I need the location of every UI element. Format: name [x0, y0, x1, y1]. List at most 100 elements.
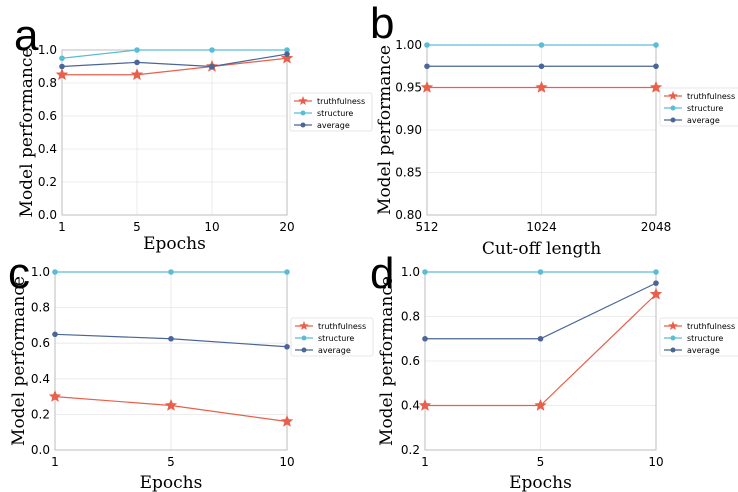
data-point-truthfulness [55, 68, 69, 81]
legend-box [289, 92, 373, 132]
legend: truthfulness structure average [659, 87, 738, 127]
y-tick-label: 0.90 [395, 123, 422, 137]
y-axis-label: Model performance [17, 48, 37, 218]
data-point-structure [537, 269, 544, 275]
x-tick-label: 20 [279, 220, 294, 234]
y-tick-label: 0.8 [401, 310, 420, 324]
x-axis-label: Epochs [509, 473, 572, 492]
data-point-truthfulness [649, 80, 663, 93]
x-tick-label: 5 [133, 220, 141, 234]
legend-star-marker [298, 96, 308, 106]
data-point-truthfulness [534, 398, 547, 411]
y-tick-label: 0.4 [38, 142, 57, 156]
panel-letter: d [370, 249, 394, 298]
x-tick-label: 512 [416, 220, 439, 234]
x-axis-label: Epochs [140, 473, 203, 492]
y-tick-label: 0.2 [31, 407, 50, 421]
panel-a: 0.0 0.2 0.4 0.6 0.8 1.0 1 5 10 20 Epochs Model perf… [14, 11, 373, 254]
y-tick-label: 0.80 [395, 208, 422, 222]
x-axis-label: Cut-off length [482, 239, 601, 259]
legend-circle-marker [670, 335, 676, 341]
y-tick-label: 0.8 [31, 301, 50, 315]
y-tick-label: 0.95 [395, 81, 422, 95]
data-point-average [52, 331, 58, 338]
legend-entry-truthfulness: truthfulness [317, 97, 365, 106]
data-point-truthfulness [280, 51, 294, 64]
data-point-truthfulness [420, 80, 434, 93]
x-tick-label: 2048 [641, 220, 672, 234]
data-point-average [537, 335, 544, 342]
legend-circle-marker [300, 122, 306, 128]
legend-entry-truthfulness: truthfulness [687, 92, 735, 101]
data-point-structure [424, 42, 430, 48]
data-point-truthfulness [164, 398, 178, 411]
legend-entry-structure: structure [317, 109, 353, 118]
legend-star-marker [668, 91, 678, 101]
y-tick-label: 0.4 [31, 372, 50, 386]
x-tick-label: 1024 [526, 220, 557, 234]
data-point-structure [653, 269, 659, 275]
legend-entry-structure: structure [318, 334, 354, 343]
legend-box [659, 87, 738, 127]
legend: truthfulness structure average [289, 92, 373, 132]
series-line-truthfulness [62, 57, 288, 76]
data-point-structure [59, 55, 65, 62]
panel-letter: a [14, 11, 39, 60]
data-point-structure [653, 42, 659, 48]
data-point-average [284, 343, 290, 350]
y-tick-label: 0.0 [31, 443, 50, 457]
x-tick-label: 1 [58, 220, 66, 234]
y-tick-label: 0.6 [38, 109, 57, 123]
y-tick-label: 0.2 [38, 175, 57, 189]
legend: truthfulness structure average [659, 317, 738, 357]
x-tick-label: 10 [279, 455, 294, 469]
legend-entry-average: average [687, 346, 720, 355]
data-point-average [209, 63, 215, 70]
data-point-average [653, 63, 659, 70]
panel-letter: c [8, 249, 30, 298]
legend: truthfulness structure average [290, 317, 374, 357]
legend-box [659, 317, 738, 357]
x-tick-label: 1 [51, 455, 59, 469]
legend-entry-structure: structure [687, 334, 723, 343]
data-point-structure [168, 269, 174, 275]
x-axis-label: Epochs [143, 234, 206, 254]
legend-circle-marker [300, 110, 306, 116]
x-tick-label: 10 [648, 455, 663, 469]
y-tick-label: 1.0 [38, 43, 57, 57]
data-point-structure [134, 47, 140, 53]
legend-circle-marker [301, 335, 307, 341]
legend-circle-marker [670, 105, 676, 111]
series-line-average [61, 53, 288, 68]
data-point-average [424, 63, 430, 70]
legend-circle-marker [301, 347, 307, 353]
data-point-structure [422, 269, 428, 275]
data-point-truthfulness [418, 398, 432, 411]
data-point-truthfulness [535, 80, 548, 93]
legend-entry-truthfulness: truthfulness [318, 322, 366, 331]
legend-star-marker [299, 321, 309, 331]
legend-entry-average: average [687, 116, 720, 125]
data-point-structure [284, 269, 290, 275]
legend-entry-average: average [317, 121, 350, 130]
x-tick-label: 5 [537, 455, 545, 469]
series-line-structure [61, 49, 287, 59]
x-tick-label: 1 [421, 455, 429, 469]
legend-star-marker [668, 321, 678, 331]
legend-entry-average: average [318, 346, 351, 355]
data-point-truthfulness [48, 389, 62, 403]
legend-entry-truthfulness: truthfulness [687, 322, 735, 331]
data-point-average [168, 335, 174, 342]
y-tick-label: 0.6 [401, 354, 420, 368]
data-point-structure [52, 269, 58, 275]
x-tick-label: 5 [167, 455, 175, 469]
y-tick-label: 0.8 [38, 76, 57, 90]
data-point-average [59, 63, 65, 70]
y-tick-label: 1.0 [401, 265, 420, 279]
panel-b: 0.80 0.85 0.90 0.95 1.00 512 1024 2048 Cut-off l… [370, 0, 738, 259]
legend-box [290, 317, 374, 357]
y-tick-label: 0.85 [395, 166, 422, 180]
data-point-average [653, 280, 659, 286]
data-point-truthfulness [649, 287, 663, 300]
